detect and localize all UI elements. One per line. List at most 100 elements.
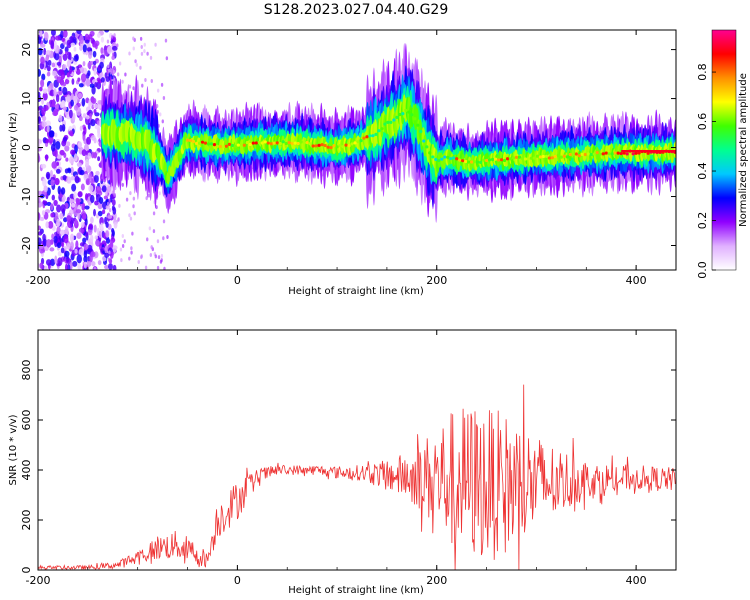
heat-cell (40, 79, 45, 88)
spectrogram-y-tick-label: 20 (20, 43, 33, 57)
heat-cell (101, 209, 106, 215)
heat-cell (314, 144, 318, 148)
heat-cell (56, 242, 62, 249)
heat-cell (82, 60, 86, 67)
heat-cell (63, 235, 69, 244)
heat-cell (577, 154, 581, 158)
heat-cell (621, 150, 676, 153)
heat-cell (67, 51, 71, 60)
heat-cell (562, 154, 566, 158)
heat-cell (91, 85, 96, 95)
heat-cell (106, 185, 112, 193)
heat-cell (66, 59, 72, 68)
heat-cell (89, 83, 95, 88)
heat-cell (200, 140, 205, 144)
heat-cell (326, 145, 330, 149)
heat-cell (601, 152, 605, 156)
heat-cell (83, 243, 89, 250)
heat-cell (40, 163, 47, 169)
heat-cell (50, 30, 56, 36)
heat-cell (57, 251, 62, 257)
heat-cell (359, 139, 363, 143)
heat-cell (107, 64, 110, 69)
colorbar: 0.0 0.2 0.4 0.6 0.8 Normalized spectral ampl… (696, 29, 749, 279)
heat-cell (51, 194, 55, 201)
heat-cell (152, 211, 156, 216)
heat-cell (56, 154, 62, 159)
heat-cell (124, 72, 127, 77)
heat-cell (467, 160, 471, 164)
heat-cell (90, 234, 94, 243)
heat-cell (79, 45, 83, 51)
heat-cell (56, 218, 61, 227)
heat-cell (523, 157, 528, 161)
heat-cell (38, 231, 43, 236)
heat-cell (82, 213, 87, 220)
heat-cell (40, 56, 45, 65)
heat-cell (50, 40, 55, 49)
heat-cell (109, 70, 113, 75)
heat-cell (62, 30, 68, 38)
heat-cell (98, 230, 103, 238)
heat-cell (290, 142, 294, 146)
heat-cell (218, 144, 223, 149)
heat-cell (74, 218, 78, 226)
heat-cell (407, 110, 411, 114)
heat-cell (395, 115, 399, 119)
heat-cell (431, 155, 435, 159)
heat-cell (156, 239, 160, 244)
heat-cell (101, 185, 107, 193)
heat-cell (410, 113, 414, 117)
snr-x-tick-label: -200 (26, 574, 51, 587)
snr-series-line (38, 384, 676, 570)
heat-cell (87, 50, 93, 59)
heat-cell (39, 86, 43, 92)
heat-cell (299, 140, 303, 144)
heat-cell (79, 125, 83, 132)
heat-cell (508, 157, 513, 161)
heat-cell (520, 156, 525, 160)
heat-cell (68, 130, 74, 136)
spectrogram-x-tick-label: 200 (426, 274, 447, 287)
heat-cell (266, 141, 270, 145)
heat-cell (111, 245, 117, 254)
heat-cell (476, 160, 480, 164)
heat-cell (425, 145, 429, 149)
heat-cell (487, 158, 492, 162)
heat-cell (103, 195, 109, 200)
heat-cell (61, 197, 65, 203)
heat-cell (165, 56, 169, 61)
heat-cell (62, 136, 68, 142)
heat-cell (260, 141, 264, 145)
colorbar-tick-label: 0.4 (696, 162, 709, 180)
heat-cell (157, 255, 161, 260)
heat-cell (646, 151, 650, 155)
heat-cell (78, 83, 84, 88)
heat-cell (87, 152, 92, 160)
heat-cell (46, 201, 52, 207)
heat-cell (80, 221, 85, 228)
heat-cell (505, 157, 510, 161)
heat-cell (53, 87, 57, 97)
heat-cell (54, 61, 58, 71)
heat-cell (95, 239, 100, 246)
heat-cell (230, 143, 234, 148)
heat-cell (55, 35, 61, 41)
heat-cell (45, 120, 51, 127)
heat-cell (93, 67, 97, 76)
heat-cell (56, 61, 62, 66)
heat-cell (54, 52, 60, 61)
heat-cell (62, 106, 68, 111)
heat-cell (132, 196, 136, 201)
heat-cell (85, 78, 91, 87)
heat-cell (106, 39, 110, 44)
heat-cell (132, 86, 135, 91)
heat-cell (535, 154, 540, 158)
spectrogram-frame (37, 29, 677, 271)
heat-cell (482, 158, 486, 162)
heat-cell (185, 138, 190, 142)
heat-cell (607, 152, 611, 156)
heat-cell (73, 46, 77, 52)
heat-cell (71, 78, 75, 85)
heat-cell (97, 210, 103, 217)
